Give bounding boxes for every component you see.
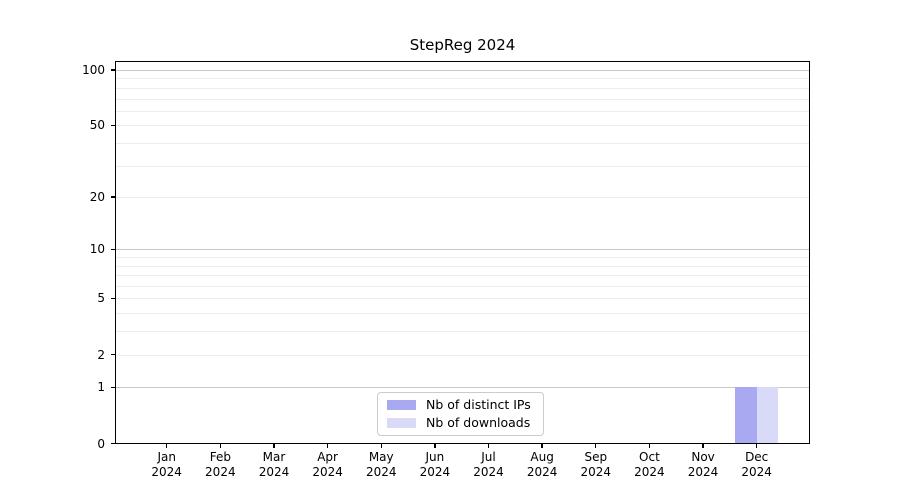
x-tick-label: Jan 2024 [151,450,182,479]
x-tick-label: May 2024 [365,450,397,479]
minor-gridline [115,98,810,100]
legend-swatch-downloads [387,417,416,428]
x-tick-mark [756,444,758,448]
x-tick-label: Apr 2024 [312,450,343,479]
minor-gridline [115,286,810,288]
x-tick-label: Nov 2024 [687,450,719,479]
x-tick-label: Jul 2024 [473,450,504,479]
chart-title: StepReg 2024 [409,36,516,54]
y-tick-label: 10 [89,242,105,257]
y-tick-label: 0 [97,436,105,451]
y-tick-mark [111,248,115,251]
major-gridline [115,387,810,389]
x-tick-mark [219,444,222,448]
y-tick-mark [111,297,115,300]
x-tick-mark [434,444,436,448]
minor-gridline [115,313,810,315]
major-gridline [115,70,810,71]
y-tick-label: 2 [97,347,105,362]
x-tick-mark [702,444,704,448]
bar-downloads [756,387,779,444]
plot-border [115,61,810,444]
minor-gridline [115,354,810,356]
minor-gridline [115,165,810,167]
y-tick-label: 50 [89,118,105,133]
y-tick-mark [111,196,115,198]
x-tick-label: Oct 2024 [634,450,665,479]
minor-gridline [115,87,810,89]
legend-item-downloads: Nb of downloads [387,414,534,430]
legend: Nb of distinct IPs Nb of downloads [377,392,544,436]
legend-label-downloads: Nb of downloads [426,414,531,430]
y-tick-label: 100 [82,63,105,77]
x-tick-mark [648,444,651,448]
x-tick-mark [326,444,329,448]
x-tick-mark [166,444,168,448]
x-tick-label: Jun 2024 [419,450,451,479]
minor-gridline [115,142,810,144]
minor-gridline [115,125,810,127]
minor-gridline [115,265,810,267]
x-tick-label: Mar 2024 [258,450,290,479]
minor-gridline [115,110,810,112]
y-tick-mark [111,353,115,356]
x-tick-label: Aug 2024 [526,450,558,479]
legend-item-distinct-ips: Nb of distinct IPs [387,398,534,412]
x-tick-mark [541,444,543,448]
x-tick-mark [595,444,597,448]
minor-gridline [115,298,810,300]
legend-label-distinct-ips: Nb of distinct IPs [426,397,531,413]
y-tick-label: 20 [89,190,105,205]
minor-gridline [115,331,810,333]
x-tick-mark [273,444,275,448]
legend-swatch-distinct-ips [387,400,416,411]
x-tick-label: Feb 2024 [205,450,236,479]
x-tick-label: Sep 2024 [580,450,612,479]
y-tick-mark [111,69,115,71]
y-tick-label: 1 [97,380,105,395]
y-tick-mark [111,386,115,389]
y-tick-label: 5 [97,291,105,306]
x-tick-label: Dec 2024 [741,450,772,479]
minor-gridline [115,257,810,259]
major-gridline [115,249,810,251]
y-tick-mark [111,442,115,445]
bar-distinct-ips [735,387,757,444]
x-tick-mark [380,444,382,448]
minor-gridline [115,275,810,277]
y-tick-mark [111,124,115,126]
x-tick-mark [487,444,490,448]
minor-gridline [115,78,810,80]
minor-gridline [115,197,810,199]
